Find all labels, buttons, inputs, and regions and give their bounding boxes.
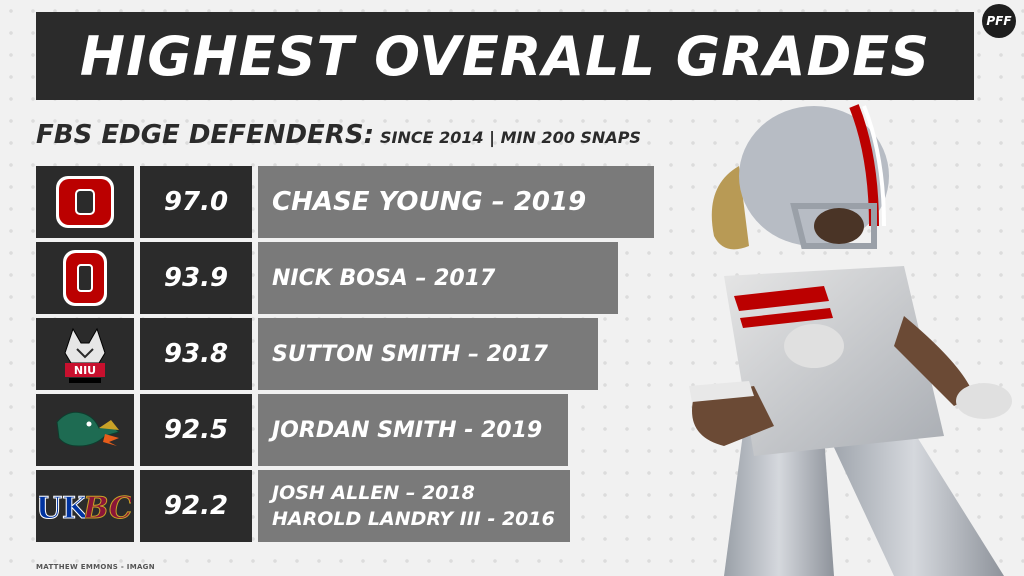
player-cell: JORDAN SMITH - 2019: [258, 394, 568, 466]
grade-value: 92.5: [163, 415, 229, 445]
grade-cell: 93.9: [140, 242, 252, 314]
boston-college-logo: BC: [85, 491, 131, 527]
player-cell: NICK BOSA – 2017: [258, 242, 618, 314]
uab-dragon-logo: [56, 411, 121, 447]
grade-value: 93.8: [163, 339, 229, 369]
player-name: SUTTON SMITH – 2017: [272, 341, 548, 367]
grade-cell: 97.0: [140, 166, 252, 238]
kentucky-logo: UK: [39, 491, 85, 527]
grade-cell: 92.2: [140, 470, 252, 542]
player-cell: CHASE YOUNG – 2019: [258, 166, 654, 238]
ohio-state-logo: [63, 250, 107, 306]
subtitle-detail: SINCE 2014 | MIN 200 SNAPS: [379, 128, 641, 147]
player-name: NICK BOSA – 2017: [272, 265, 496, 291]
logo-cell: NIU: [36, 318, 134, 390]
title-banner: HIGHEST OVERALL GRADES: [36, 12, 974, 100]
svg-text:NIU: NIU: [74, 364, 96, 377]
niu-huskies-logo: NIU: [64, 327, 106, 383]
grade-cell: 93.8: [140, 318, 252, 390]
logo-cell: [36, 394, 134, 466]
subtitle: FBS EDGE DEFENDERS: SINCE 2014 | MIN 200 …: [36, 120, 641, 150]
player-name: CHASE YOUNG – 2019: [272, 187, 587, 217]
player-name: JOSH ALLEN – 2018: [272, 482, 475, 504]
logo-cell: [36, 242, 134, 314]
player-photo: [689, 104, 1012, 576]
grade-value: 92.2: [163, 491, 229, 521]
subtitle-main: FBS EDGE DEFENDERS:: [36, 120, 374, 150]
player-name: HAROLD LANDRY III - 2016: [272, 508, 555, 530]
player-cell: JOSH ALLEN – 2018 HAROLD LANDRY III - 20…: [258, 470, 570, 542]
logo-cell: [36, 166, 134, 238]
player-cell: SUTTON SMITH – 2017: [258, 318, 598, 390]
page-title: HIGHEST OVERALL GRADES: [79, 24, 931, 88]
pff-logo: PFF: [982, 4, 1016, 38]
ohio-state-logo: [56, 176, 114, 228]
pff-logo-text: PFF: [986, 14, 1012, 28]
svg-text:BC: BC: [85, 491, 131, 526]
grade-cell: 92.5: [140, 394, 252, 466]
grade-value: 97.0: [163, 187, 229, 217]
svg-text:UK: UK: [39, 491, 85, 526]
grade-value: 93.9: [163, 263, 229, 293]
logo-cell: UK BC: [36, 470, 134, 542]
photo-credit: MATTHEW EMMONS - IMAGN: [36, 563, 155, 571]
player-name: JORDAN SMITH - 2019: [272, 417, 543, 443]
